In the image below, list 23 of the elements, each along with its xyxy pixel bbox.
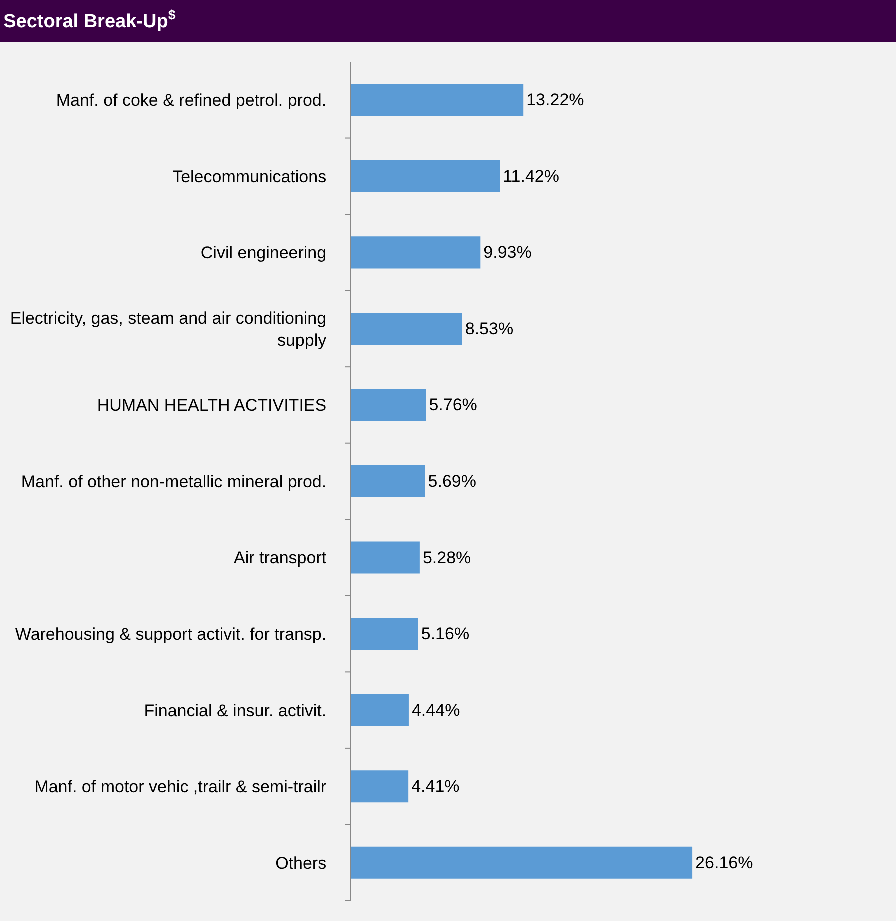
y-tick-label: Manf. of other non-metallic mineral prod. (21, 472, 327, 492)
y-tick-label: Electricity, gas, steam and air conditioning supply (10, 308, 328, 350)
data-label: 8.53% (465, 319, 514, 338)
y-tick-label: Others (276, 854, 327, 873)
data-label: 26.16% (696, 853, 754, 872)
data-label: 5.76% (429, 396, 478, 415)
data-label: 4.41% (412, 777, 460, 796)
data-label: 4.44% (412, 700, 460, 720)
data-label: 13.22% (526, 90, 584, 110)
y-tick-label: Financial & insur. activit. (144, 701, 327, 720)
y-tick-label: HUMAN HEALTH ACTIVITIES (97, 396, 327, 416)
data-label: 5.69% (428, 472, 476, 491)
y-tick-label: Telecommunications (172, 167, 327, 186)
data-label: 9.93% (484, 243, 532, 262)
y-tick-label: Manf. of motor vehic ,trailr & semi-trailr (34, 778, 327, 797)
text: Sectoral Break-Up$^{$}$ (4, 8, 176, 33)
data-label: 11.42% (503, 166, 560, 186)
y-tick-label: Manf. of coke & refined petrol. prod. (56, 91, 327, 110)
data-label: 5.16% (421, 624, 470, 644)
y-tick-label: Civil engineering (200, 244, 327, 263)
y-tick-label: Warehousing & support activit. for transp. (15, 625, 327, 644)
y-tick-label: Air transport (234, 548, 327, 568)
data-label: 5.28% (422, 548, 472, 568)
